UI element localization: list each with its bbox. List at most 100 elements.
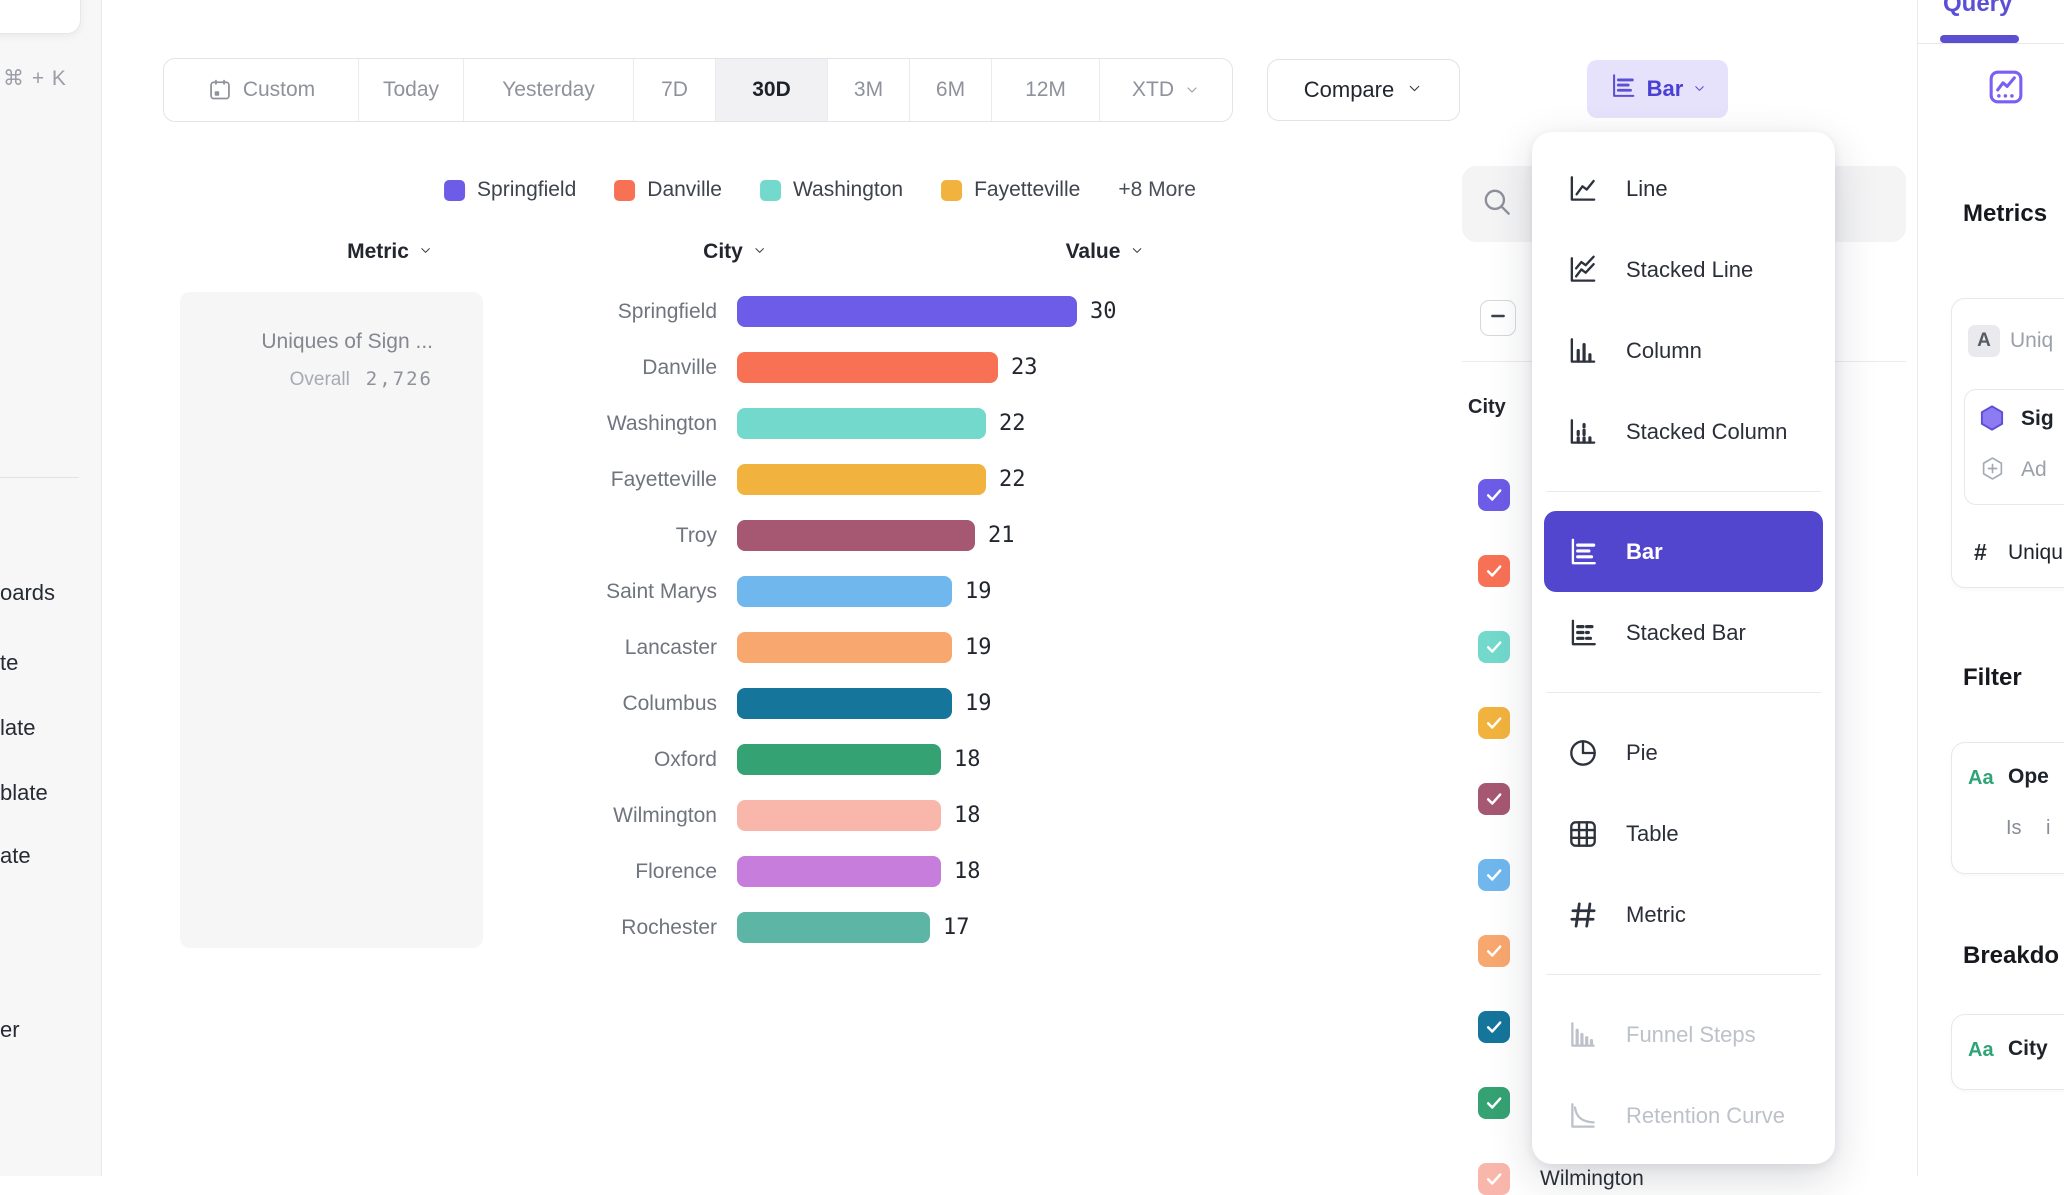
filter-card[interactable]: Aa Ope Is i <box>1951 742 2064 874</box>
tab-query[interactable]: Query <box>1943 0 2013 17</box>
bar-columbus[interactable] <box>737 688 952 719</box>
sidebar-item-late[interactable]: late <box>0 715 36 740</box>
bar-city-label: Lancaster <box>624 636 717 659</box>
legend-more-button[interactable]: +8 More <box>1118 178 1196 201</box>
sidebar-search-card <box>0 0 81 34</box>
city-checkbox-fayetteville[interactable] <box>1478 707 1510 739</box>
measure-row-label[interactable]: Uniqu <box>2008 541 2063 564</box>
stacked-bar-chart-icon <box>1566 616 1600 650</box>
compare-button[interactable]: Compare <box>1267 59 1460 121</box>
bar-value-label: 22 <box>999 467 1026 492</box>
filter-operator[interactable]: Is <box>2006 817 2022 839</box>
city-checkbox-wilmington[interactable] <box>1478 1163 1510 1195</box>
event-row-label[interactable]: Sig <box>2021 407 2054 430</box>
menu-item-bar[interactable]: Bar <box>1544 511 1823 592</box>
bar-rochester[interactable] <box>737 912 930 943</box>
date-range-custom[interactable]: Custom <box>164 59 359 121</box>
city-checkbox-springfield[interactable] <box>1478 479 1510 511</box>
compare-button-label: Compare <box>1303 77 1395 102</box>
bar-saint-marys[interactable] <box>737 576 952 607</box>
column-header-value[interactable]: Value <box>1066 240 1145 264</box>
date-range-today[interactable]: Today <box>359 59 464 121</box>
menu-item-label: Stacked Line <box>1626 256 1754 282</box>
menu-item-column[interactable]: Column <box>1544 310 1823 391</box>
sidebar-item-blate[interactable]: blate <box>0 780 48 805</box>
bar-value-label: 18 <box>954 859 981 884</box>
menu-item-stacked-bar[interactable]: Stacked Bar <box>1544 592 1823 673</box>
legend-item-fayetteville[interactable]: Fayetteville <box>941 178 1080 202</box>
column-header-metric[interactable]: Metric <box>347 240 433 264</box>
sidebar-item-er[interactable]: er <box>0 1017 20 1042</box>
menu-item-pie[interactable]: Pie <box>1544 712 1823 793</box>
select-all-checkbox[interactable] <box>1480 300 1516 336</box>
menu-divider <box>1546 491 1821 492</box>
metric-row-label[interactable]: Uniq <box>2010 329 2054 352</box>
breakdown-heading: Breakdo <box>1963 942 2060 969</box>
menu-item-line[interactable]: Line <box>1544 148 1823 229</box>
city-checkbox-danville[interactable] <box>1478 555 1510 587</box>
city-filter-label: Wilmington <box>1540 1167 1644 1190</box>
date-range-xtd[interactable]: XTD <box>1100 59 1232 121</box>
date-range-3m[interactable]: 3M <box>828 59 910 121</box>
date-range-selector: Custom Today Yesterday 7D 30D 3M 6M 12M XTD <box>163 58 1233 122</box>
panel-divider <box>1918 43 2064 44</box>
sidebar-item-te[interactable]: te <box>0 650 19 675</box>
sidebar-item-ate[interactable]: ate <box>0 843 31 868</box>
date-range-label: 30D <box>752 78 791 101</box>
column-header-city[interactable]: City <box>703 240 767 264</box>
hash-icon: # <box>1974 539 1987 565</box>
bar-danville[interactable] <box>737 352 998 383</box>
sidebar-item-oards[interactable]: oards <box>0 580 56 605</box>
bar-oxford[interactable] <box>737 744 941 775</box>
bar-city-label: Florence <box>635 860 717 883</box>
filter-column-label: City <box>1468 396 1506 418</box>
insights-icon <box>1987 70 2025 110</box>
menu-item-retention-curve: Retention Curve <box>1544 1075 1823 1156</box>
city-checkbox-washington[interactable] <box>1478 631 1510 663</box>
city-checkbox-troy[interactable] <box>1478 783 1510 815</box>
menu-item-stacked-column[interactable]: Stacked Column <box>1544 391 1823 472</box>
bar-springfield[interactable] <box>737 296 1077 327</box>
insights-chart-icon[interactable] <box>1987 68 2025 111</box>
city-checkbox-oxford[interactable] <box>1478 1087 1510 1119</box>
menu-item-metric[interactable]: Metric <box>1544 874 1823 955</box>
legend-label: Danville <box>647 178 722 201</box>
metric-summary-card[interactable]: Uniques of Sign ... Overall 2,726 <box>180 292 483 948</box>
breakdown-row-label[interactable]: City <box>2008 1037 2048 1060</box>
bar-city-label: Oxford <box>653 748 717 771</box>
menu-item-label: Column <box>1626 337 1702 363</box>
bar-wilmington[interactable] <box>737 800 941 831</box>
query-panel: Query Metrics A Uniq Sig Ad # Uniqu Filt… <box>1917 0 2064 1176</box>
legend-item-danville[interactable]: Danville <box>614 178 722 202</box>
date-range-yesterday[interactable]: Yesterday <box>464 59 634 121</box>
keyboard-shortcut-hint: ⌘ + K <box>3 67 67 90</box>
legend-item-springfield[interactable]: Springfield <box>444 178 576 202</box>
legend-item-washington[interactable]: Washington <box>759 178 903 202</box>
add-row-label[interactable]: Ad <box>2021 458 2047 481</box>
date-range-7d[interactable]: 7D <box>634 59 716 121</box>
filter-row-property[interactable]: Ope <box>2008 765 2049 788</box>
menu-item-table[interactable]: Table <box>1544 793 1823 874</box>
date-range-6m[interactable]: 6M <box>910 59 992 121</box>
bar-fayetteville[interactable] <box>737 464 986 495</box>
metrics-heading: Metrics <box>1963 200 2048 227</box>
bar-washington[interactable] <box>737 408 986 439</box>
chart-row-fayetteville: Fayetteville 22 <box>430 452 1370 508</box>
city-checkbox-lancaster[interactable] <box>1478 935 1510 967</box>
bar-florence[interactable] <box>737 856 941 887</box>
bar-troy[interactable] <box>737 520 975 551</box>
bar-lancaster[interactable] <box>737 632 952 663</box>
chevron-down-icon <box>418 240 433 264</box>
menu-item-label: Pie <box>1626 739 1658 765</box>
date-range-12m[interactable]: 12M <box>992 59 1100 121</box>
city-checkbox-saint-marys[interactable] <box>1478 859 1510 891</box>
city-checkbox-columbus[interactable] <box>1478 1011 1510 1043</box>
menu-item-stacked-line[interactable]: Stacked Line <box>1544 229 1823 310</box>
breakdown-card[interactable]: Aa City <box>1951 1014 2064 1090</box>
date-range-label: Custom <box>242 78 316 101</box>
filter-value[interactable]: i <box>2046 817 2051 839</box>
chart-type-button[interactable]: Bar <box>1587 60 1728 118</box>
minus-icon <box>1485 303 1511 334</box>
metric-title: Uniques of Sign ... <box>261 330 433 353</box>
date-range-30d[interactable]: 30D <box>716 59 828 121</box>
